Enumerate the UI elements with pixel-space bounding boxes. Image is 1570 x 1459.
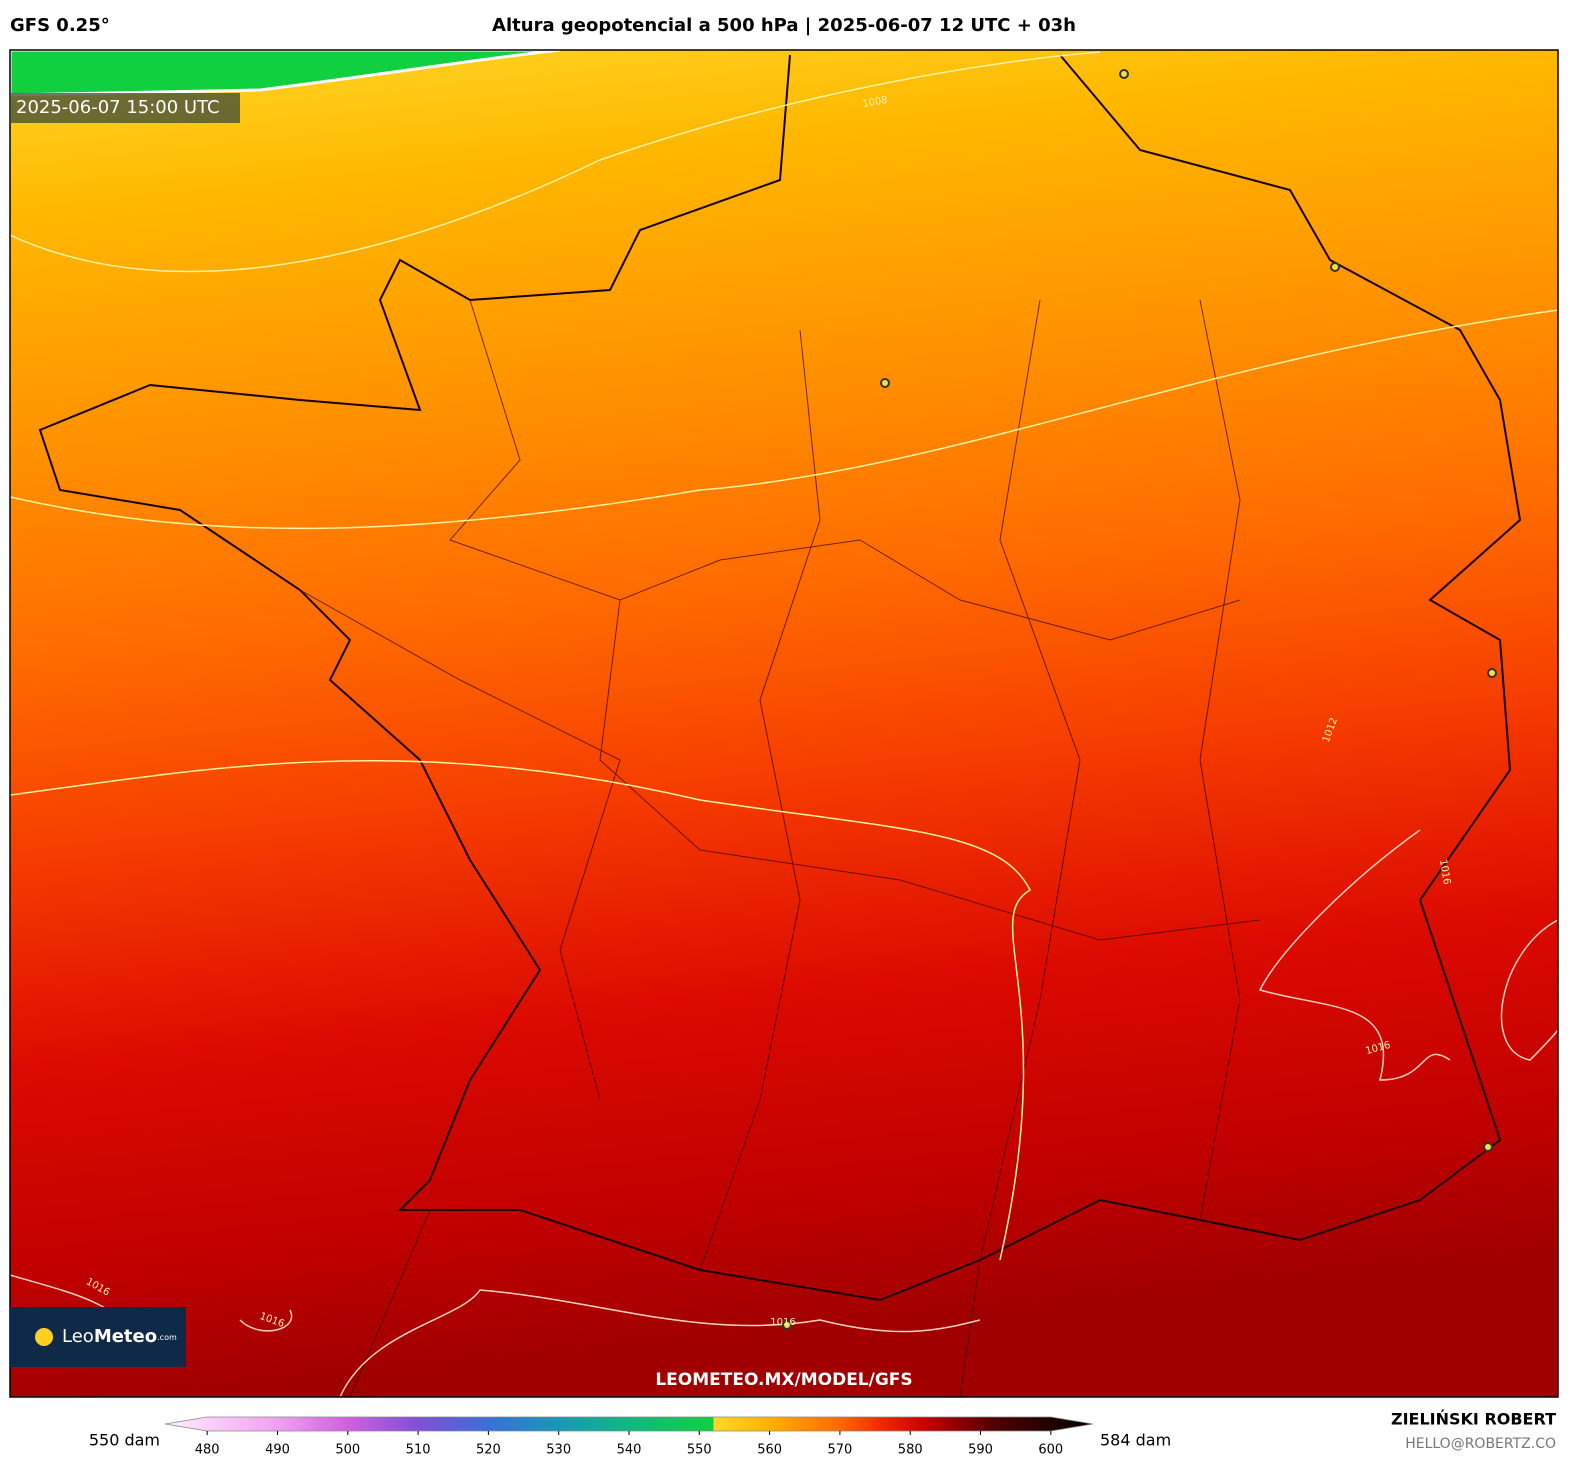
colorbar-tick-label: 490 [265, 1443, 290, 1458]
watermark: LEOMETEO.MX/MODEL/GFS [655, 1370, 912, 1390]
time-box [10, 93, 240, 123]
map-frame [9, 49, 1559, 1398]
isobars [10, 51, 1558, 1261]
colorbar-tick-label: 560 [757, 1443, 782, 1458]
colorbar-tick-label: 530 [546, 1443, 571, 1458]
coastline [38, 54, 1522, 1302]
logo-text: LeoMeteo.com [62, 1326, 177, 1347]
model-name: GFS 0.25° [10, 15, 110, 36]
colorbar-bar [164, 1416, 1094, 1432]
colorbar-tick-label: 540 [617, 1443, 642, 1458]
map-field [10, 50, 1558, 1397]
valid-time: 2025-06-07 15:00 UTC [16, 97, 220, 118]
contour-label: 1016 [770, 1317, 795, 1328]
colorbar-tick-label: 570 [827, 1443, 852, 1458]
colorbar-tick-label: 600 [1038, 1443, 1063, 1458]
cities [782, 69, 1497, 1330]
email: HELLO@ROBERTZ.CO [1405, 1436, 1556, 1452]
borders [299, 299, 1261, 1397]
map-title: Altura geopotencial a 500 hPa | 2025-06-… [492, 15, 1076, 36]
contour-label: 1008 [862, 95, 889, 110]
contour-label: 1016 [1437, 859, 1452, 886]
colorbar-tick-label: 590 [968, 1443, 993, 1458]
colorbar-tick-label: 510 [406, 1443, 431, 1458]
author: ZIELIŃSKI ROBERT [1391, 1410, 1556, 1429]
colorbar-tick-label: 500 [335, 1443, 360, 1458]
colorbar-max-label: 584 dam [1100, 1431, 1171, 1450]
colorbar-tick-label: 520 [476, 1443, 501, 1458]
green-band [10, 50, 561, 97]
logo-sun [35, 1328, 53, 1346]
colorbar-tick-label: 580 [898, 1443, 923, 1458]
colorbar: 480 490 500 510 520 530 540 550 560 570 580 590 600 [164, 1416, 1094, 1458]
colorbar-min-label: 550 dam [89, 1431, 160, 1450]
colorbar-tick-label: 480 [195, 1443, 220, 1458]
colorbar-tick-label: 550 [687, 1443, 712, 1458]
